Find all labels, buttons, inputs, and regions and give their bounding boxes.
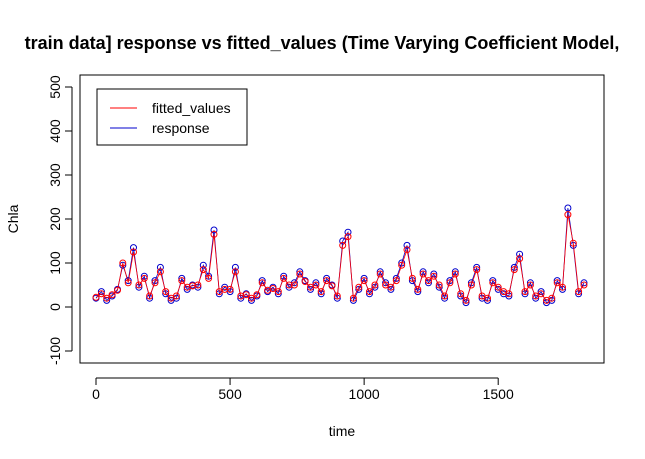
series-line-response [96, 208, 584, 303]
y-tick-label: 0 [47, 303, 63, 311]
y-tick-label: 200 [47, 207, 63, 231]
legend: fitted_values response [97, 89, 247, 145]
chart-title: train data] response vs fitted_values (T… [25, 33, 620, 53]
y-ticks: -100 0 100 200 300 400 500 [47, 75, 72, 365]
y-tick-label: 500 [47, 75, 63, 99]
legend-box [97, 89, 247, 145]
y-tick-label: 100 [47, 251, 63, 275]
y-tick-label: 300 [47, 163, 63, 187]
y-axis-label: Chla [5, 204, 21, 233]
y-tick-label: -100 [47, 337, 63, 365]
x-tick-label: 500 [218, 386, 242, 402]
legend-label-fitted-values: fitted_values [152, 100, 231, 116]
x-tick-label: 1500 [483, 386, 514, 402]
x-tick-label: 0 [92, 386, 100, 402]
series-response [93, 205, 587, 306]
x-axis-label: time [329, 423, 356, 439]
x-ticks: 0 500 1000 1500 [92, 378, 514, 402]
series-layer [93, 205, 587, 306]
x-tick-label: 1000 [349, 386, 380, 402]
y-tick-label: 400 [47, 119, 63, 143]
legend-label-response: response [152, 120, 210, 136]
series-fitted-values [93, 212, 587, 304]
